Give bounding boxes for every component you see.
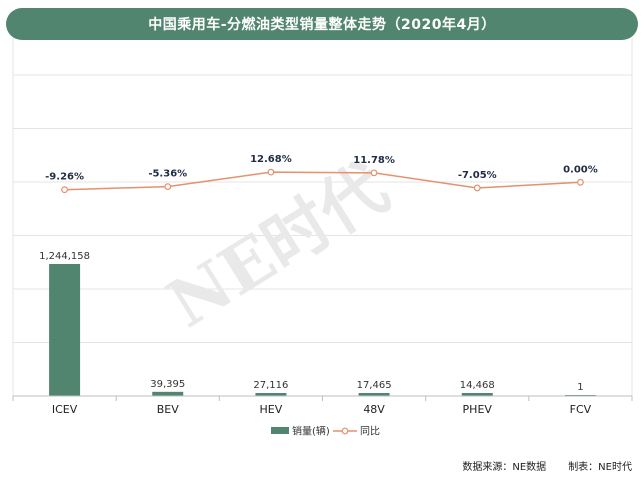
data-source: 数据来源：NE数据 — [462, 462, 547, 473]
line-series: -9.26% -5.36% 12.68% 11.78% -7.05% 0.00% — [45, 154, 598, 194]
line-point — [473, 184, 481, 192]
bar — [461, 393, 493, 396]
line-point — [370, 169, 378, 177]
legend: 销量(辆) 同比 — [271, 425, 380, 438]
x-tick-label: 48V — [363, 403, 385, 416]
bar-value-label: 14,468 — [460, 380, 495, 391]
line-point — [577, 178, 584, 186]
bar-value-label: 1,244,158 — [39, 251, 90, 262]
table-maker: 制表：NE时代 — [568, 462, 632, 473]
line-point — [267, 168, 275, 176]
footer: 数据来源：NE数据 制表：NE时代 — [462, 458, 632, 473]
line-value-label: -9.26% — [45, 172, 84, 183]
chart-border — [12, 38, 633, 396]
x-tick-label: BEV — [157, 403, 179, 416]
line-value-label: 0.00% — [563, 164, 598, 175]
legend-label-bar: 销量(辆) — [292, 425, 330, 438]
bar-value-label: 39,395 — [150, 379, 185, 390]
legend-swatch-marker — [341, 427, 349, 435]
x-tick-label: ICEV — [52, 403, 78, 416]
watermark-text: NE时代 — [154, 148, 401, 343]
bar — [255, 393, 287, 396]
x-tick-label: PHEV — [463, 403, 493, 416]
line-point — [61, 186, 68, 194]
line-value-label: -5.36% — [148, 169, 187, 180]
x-tick-label: FCV — [570, 403, 592, 416]
line-path — [64, 171, 581, 191]
line-value-label: -7.05% — [458, 170, 497, 181]
bar-value-label: 1 — [577, 382, 583, 393]
bar — [358, 393, 390, 396]
bar — [152, 391, 184, 396]
legend-label-line: 同比 — [360, 426, 380, 438]
x-axis: ICEV BEV HEV 48V PHEV FCV — [12, 395, 633, 416]
legend-swatch-bar — [271, 427, 289, 434]
chart-title: 中国乘用车-分燃油类型销量整体走势（2020年4月） — [6, 8, 638, 40]
bar-value-label: 27,116 — [253, 380, 288, 391]
x-tick-label: HEV — [260, 403, 283, 416]
bar-series: 1,244,158 39,395 27,116 17,465 14,468 1 — [39, 251, 596, 396]
bar-value-label: 17,465 — [357, 380, 392, 391]
line-value-label: 11.78% — [353, 155, 395, 166]
bar — [49, 264, 81, 396]
line-point — [164, 183, 172, 190]
line-value-label: 12.68% — [250, 154, 292, 165]
